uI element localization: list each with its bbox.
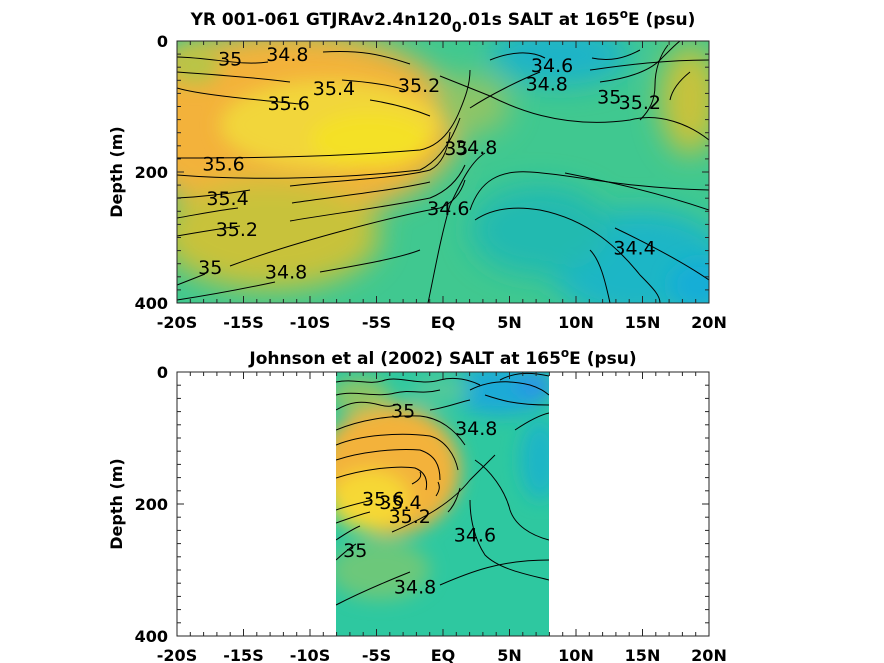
contour-label: 34.8	[455, 137, 497, 159]
contour-label: 35.2	[389, 506, 431, 528]
contour-label: 34.6	[531, 55, 573, 77]
x-tick-label: -15S	[223, 646, 263, 663]
contour-lines-1	[177, 41, 709, 303]
x-axis-2: -20S -15S -10S -5S EQ 5N 10N 15N 20N	[157, 372, 727, 663]
contour-label: 35	[343, 540, 367, 562]
y-tick-label: 200	[135, 163, 168, 182]
contour-label: 34.6	[454, 524, 496, 546]
contour-lines-2	[336, 372, 549, 606]
y-tick-label: 0	[157, 32, 168, 51]
x-tick-label: 20N	[691, 313, 727, 332]
contour-label: 34.8	[455, 418, 497, 440]
chart-title-1: YR 001-061 GTJRAv2.4n1200.01s SALT at 16…	[190, 7, 696, 36]
x-tick-label: -10S	[290, 313, 330, 332]
x-tick-label: -5S	[362, 313, 391, 332]
title-1-part-b: .01s SALT at 165	[462, 10, 620, 30]
chart-panel-1: YR 001-061 GTJRAv2.4n1200.01s SALT at 16…	[107, 7, 727, 332]
salinity-field-1	[177, 41, 709, 303]
x-tick-label: -10S	[290, 646, 330, 663]
contour-label: 35.6	[202, 153, 244, 175]
y-axis-1: 0 200 400	[135, 32, 709, 313]
contour-label: 34.4	[613, 237, 655, 259]
contour-label: 35.2	[619, 92, 661, 114]
contour-label: 34.8	[526, 74, 568, 96]
contour-label: 35	[218, 49, 242, 71]
data-gap-right	[549, 372, 709, 636]
contour-labels-2: 35 34.8 35.635.435.2 34.6 35 34.8	[343, 400, 497, 598]
contour-label: 35.4	[313, 78, 355, 100]
x-tick-label: 10N	[558, 313, 594, 332]
x-tick-label: -20S	[157, 313, 197, 332]
y-tick-label: 400	[135, 294, 168, 313]
contour-label: 35.2	[398, 75, 440, 97]
contour-label: 34.8	[394, 577, 436, 599]
x-tick-label: 15N	[625, 313, 661, 332]
x-tick-label: -20S	[157, 646, 197, 663]
title-2-superscript: o	[561, 346, 569, 360]
x-tick-label: -15S	[223, 313, 263, 332]
data-gap-left	[177, 372, 336, 636]
x-tick-label: 5N	[497, 646, 522, 663]
y-tick-label: 200	[135, 495, 168, 514]
contour-label: 35.4	[379, 492, 421, 514]
title-1-part-a: YR 001-061 GTJRAv2.4n120	[190, 10, 452, 30]
contour-label: 35	[444, 138, 468, 160]
x-tick-label: EQ	[431, 313, 456, 332]
contour-label: 35.4	[206, 188, 248, 210]
contour-label: 34.8	[266, 44, 308, 66]
x-tick-label: 20N	[691, 646, 727, 663]
title-2-part-a: Johnson et al (2002) SALT at 165	[248, 349, 561, 369]
title-1-part-c: E (psu)	[628, 10, 695, 30]
contour-labels-1: 35 34.835.4 35.235.634.634.83535.23534.835…	[198, 44, 661, 283]
y-axis-2: 0 200 400	[135, 363, 709, 646]
contour-label: 35	[391, 400, 415, 422]
contour-label: 34.8	[265, 262, 307, 284]
y-axis-label-1: Depth (m)	[107, 126, 126, 218]
title-1-superscript: o	[620, 7, 628, 21]
chart-title-2: Johnson et al (2002) SALT at 165oE (psu)	[248, 346, 636, 369]
x-tick-label: 15N	[625, 646, 661, 663]
x-tick-label: -5S	[362, 646, 391, 663]
contour-label: 34.6	[427, 198, 469, 220]
x-tick-label: EQ	[431, 646, 456, 663]
y-tick-label: 400	[135, 627, 168, 646]
contour-label: 35	[198, 257, 222, 279]
contour-label: 35	[597, 87, 621, 109]
x-axis-1: -20S -15S -10S -5S EQ 5N 10N 15N 20N	[157, 41, 727, 332]
x-tick-label: 5N	[497, 313, 522, 332]
title-2-part-b: E (psu)	[569, 349, 636, 369]
title-1-subscript: 0	[452, 20, 462, 36]
contour-label: 35.6	[362, 489, 404, 511]
chart-panel-2: Johnson et al (2002) SALT at 165oE (psu)	[107, 346, 727, 663]
y-axis-label-2: Depth (m)	[107, 458, 126, 550]
y-tick-label: 0	[157, 363, 168, 382]
contour-label: 35.6	[268, 93, 310, 115]
contour-label: 35.2	[216, 219, 258, 241]
x-tick-label: 10N	[558, 646, 594, 663]
